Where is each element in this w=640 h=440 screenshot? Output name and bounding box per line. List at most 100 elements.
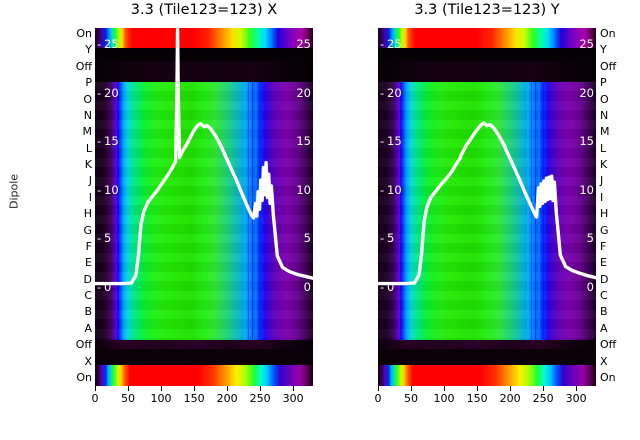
x-tick-label: 150 <box>183 392 205 405</box>
band-top-strip <box>95 28 313 48</box>
inner-y-tick-label: -5 <box>380 231 395 246</box>
categorical-tick-label: On <box>76 27 92 40</box>
categorical-tick-label: C <box>84 289 92 303</box>
band-bottom-strip <box>95 365 313 386</box>
x-axis-panel-x: 0 50 100 150 200 250 300 <box>91 386 313 426</box>
x-tick-label: 150 <box>466 392 488 405</box>
x-tick-label: 50 <box>404 392 419 405</box>
categorical-tick-label: O <box>83 92 92 106</box>
categorical-tick-label: Off <box>75 338 92 352</box>
x-tick-label: 0 <box>374 392 382 405</box>
x-tick-mark <box>444 386 446 391</box>
panel-title-x: 3.3 (Tile123=123) X <box>130 2 278 18</box>
inner-y-tick-label: 15 <box>579 134 594 149</box>
categorical-tick-label: N <box>83 108 92 122</box>
x-tick-mark <box>576 386 578 391</box>
categorical-tick-label: H <box>83 207 92 221</box>
categorical-tick-label: B <box>84 305 92 319</box>
categorical-tick-label: G <box>600 223 609 237</box>
categorical-tick-label: G <box>83 223 92 237</box>
vertical-spike-lines <box>95 82 313 340</box>
categorical-tick-label: A <box>84 321 92 335</box>
x-tick-mark <box>260 386 262 391</box>
categorical-tick-label: X <box>84 354 92 368</box>
row-striping-overlay <box>378 82 596 340</box>
categorical-tick-label: J <box>88 174 92 188</box>
inner-y-tick-label: -25 <box>380 37 402 51</box>
categorical-tick-label: Off <box>600 59 617 73</box>
categorical-tick-label: A <box>600 321 608 335</box>
categorical-tick-label: Off <box>75 59 92 73</box>
x-tick-mark <box>510 386 512 391</box>
x-tick-mark <box>128 386 130 391</box>
inner-y-tick-label: 5 <box>586 231 594 246</box>
inner-y-tick-label: -10 <box>97 182 119 197</box>
categorical-tick-label: E <box>600 256 607 270</box>
categorical-tick-label: D <box>600 272 609 286</box>
row-striping-overlay <box>95 82 313 340</box>
x-tick-label: 200 <box>216 392 238 405</box>
band-haze-1 <box>378 61 596 82</box>
band-dark-gap-2 <box>95 349 313 365</box>
categorical-tick-label: B <box>600 305 608 319</box>
inner-y-tick-label: 15 <box>296 134 311 149</box>
inner-y-tick-label: -10 <box>380 182 402 197</box>
band-haze-2 <box>95 340 313 349</box>
x-tick-mark <box>378 386 379 391</box>
categorical-tick-label: K <box>600 158 608 172</box>
inner-y-tick-label: 0 <box>586 280 594 294</box>
categorical-tick-label: F <box>85 239 92 253</box>
x-tick-mark <box>227 386 229 391</box>
categorical-axis-right: On Y Off P O N M L K J I H G F E D C B A Off X On <box>600 28 634 386</box>
heatmap-panel-x[interactable]: -25 25 -20 20 -15 15 -10 10 -5 5 -0 0 <box>95 28 313 386</box>
band-top-strip <box>378 28 596 48</box>
categorical-tick-label: M <box>82 125 93 139</box>
inner-y-tick-label: 0 <box>303 280 311 294</box>
x-tick-label: 100 <box>433 392 455 405</box>
categorical-tick-label: D <box>83 272 92 286</box>
band-main-body <box>95 82 313 340</box>
x-tick-label: 250 <box>532 392 554 405</box>
x-tick-label: 300 <box>282 392 304 405</box>
band-main-body <box>378 82 596 340</box>
inner-y-tick-label: -15 <box>380 134 402 149</box>
categorical-tick-label: L <box>85 141 92 155</box>
categorical-tick-label: X <box>600 354 608 368</box>
x-tick-label: 100 <box>150 392 172 405</box>
categorical-tick-label: On <box>76 371 92 384</box>
inner-y-tick-label: -15 <box>97 134 119 149</box>
categorical-tick-label: N <box>600 108 609 122</box>
categorical-tick-label: C <box>600 289 608 303</box>
x-tick-label: 0 <box>91 392 99 405</box>
x-axis-panel-y: 0 50 100 150 200 250 300 <box>374 386 596 426</box>
categorical-tick-label: Y <box>85 43 92 57</box>
categorical-tick-label: I <box>600 190 604 204</box>
categorical-tick-label: E <box>85 256 92 270</box>
categorical-tick-label: M <box>600 125 610 139</box>
categorical-tick-label: Y <box>600 43 607 57</box>
x-tick-label: 300 <box>565 392 587 405</box>
x-tick-mark <box>95 386 96 391</box>
band-dark-gap-1 <box>95 48 313 61</box>
band-dark-gap-2 <box>378 349 596 365</box>
band-haze-1 <box>95 61 313 82</box>
categorical-tick-label: K <box>84 158 92 172</box>
inner-y-tick-label: -0 <box>97 280 112 294</box>
heatmap-panel-y[interactable]: -25 25 -20 20 -15 15 -10 10 -5 5 -0 0 <box>378 28 596 386</box>
inner-y-tick-label: -20 <box>380 85 402 100</box>
inner-y-tick-label: 25 <box>579 37 594 51</box>
x-tick-label: 250 <box>249 392 271 405</box>
inner-y-tick-label: 20 <box>579 85 594 100</box>
inner-y-tick-label: 20 <box>296 85 311 100</box>
inner-y-tick-label: -5 <box>97 231 112 246</box>
x-tick-mark <box>411 386 413 391</box>
categorical-tick-label: Off <box>600 338 617 352</box>
categorical-tick-label: J <box>600 174 604 188</box>
band-bottom-strip <box>378 365 596 386</box>
panel-title-y: 3.3 (Tile123=123) Y <box>414 2 560 18</box>
x-tick-mark <box>477 386 479 391</box>
categorical-axis-left: On Y Off P O N M L K J I H G F E D C B A Off X On <box>58 28 92 386</box>
x-tick-mark <box>543 386 545 391</box>
y-axis-label: Dipole <box>7 173 21 210</box>
